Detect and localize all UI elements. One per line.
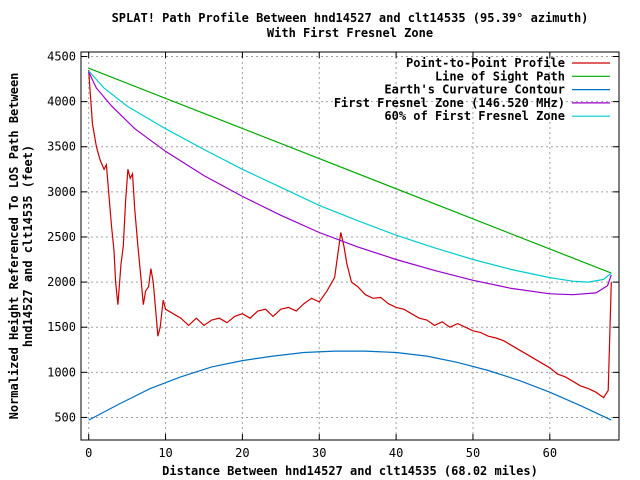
x-tick-label: 20 <box>235 446 249 460</box>
y-tick-label: 4000 <box>47 95 76 109</box>
legend-label-1: Line of Sight Path <box>435 69 565 83</box>
legend-label-2: Earth's Curvature Contour <box>384 83 565 97</box>
series-layer <box>88 67 612 421</box>
y-axis-label-line1: Normalized Height Referenced To LOS Path… <box>7 73 21 420</box>
y-tick-label: 1500 <box>47 320 76 334</box>
y-tick-label: 2000 <box>47 275 76 289</box>
x-tick-label: 60 <box>543 446 557 460</box>
series-line-2 <box>88 350 612 421</box>
series-line-4 <box>88 70 612 283</box>
x-tick-label: 50 <box>466 446 480 460</box>
chart-title: SPLAT! Path Profile Between hnd14527 and… <box>112 11 589 25</box>
y-tick-label: 2500 <box>47 230 76 244</box>
y-axis-label-line2: hnd14527 and clt14535 (feet) <box>21 145 35 347</box>
y-tick-label: 1000 <box>47 365 76 379</box>
chart-subtitle: With First Fresnel Zone <box>267 26 433 40</box>
y-tick-label: 3500 <box>47 140 76 154</box>
series-line-1 <box>88 67 612 274</box>
series-line-0 <box>88 69 612 399</box>
y-tick-label: 3000 <box>47 185 76 199</box>
tick-layer: 0 10 20 30 40 50 60 500 1000 1500 2000 2500 3000 3500… <box>47 50 619 460</box>
x-tick-label: 10 <box>158 446 172 460</box>
x-tick-label: 0 <box>85 446 92 460</box>
legend-label-4: 60% of First Fresnel Zone <box>384 109 565 123</box>
legend-label-3: First Fresnel Zone (146.520 MHz) <box>334 96 565 110</box>
series-line-3 <box>88 71 612 296</box>
y-tick-label: 500 <box>54 410 76 424</box>
legend-label-0: Point-to-Point Profile <box>406 56 565 70</box>
x-tick-label: 40 <box>389 446 403 460</box>
x-tick-label: 30 <box>312 446 326 460</box>
y-tick-label: 4500 <box>47 50 76 64</box>
x-axis-label: Distance Between hnd14527 and clt14535 (… <box>162 464 538 478</box>
plot-frame <box>80 51 620 441</box>
